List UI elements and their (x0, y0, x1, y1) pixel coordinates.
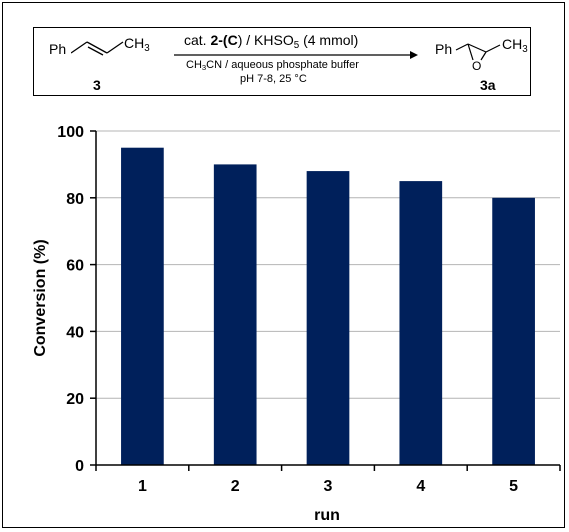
bar-run-4 (399, 181, 443, 465)
x-tick-labels: 1 2 3 4 5 (95, 465, 561, 495)
x-tick-label: 4 (416, 478, 425, 495)
y-tick-label: 100 (57, 124, 84, 141)
solvent-text: CH3CN / aqueous phosphate buffer (186, 59, 359, 73)
reaction-arrow (174, 51, 418, 59)
x-tick-label: 5 (509, 478, 518, 495)
conditions-text: pH 7-8, 25 °C (240, 73, 307, 85)
bars (121, 147, 535, 466)
x-tick-label: 1 (138, 478, 147, 495)
bar-run-1 (121, 147, 164, 465)
product-methyl: CH3 (502, 36, 528, 55)
reactant-methyl: CH3 (124, 35, 150, 54)
reaction-scheme: Ph CH3 3 cat. 2-(C) / KHSO5 (4 mmol) CH3… (33, 27, 531, 96)
reagent-text: cat. 2-(C) / KHSO5 (4 mmol) (184, 32, 359, 51)
x-tick-label: 3 (324, 478, 333, 495)
product-label: 3a (480, 77, 496, 93)
bar-run-2 (213, 164, 257, 465)
product-epoxide-ring (455, 43, 501, 61)
axes (95, 131, 560, 466)
figure-frame (2, 2, 565, 528)
reactant-label: 3 (93, 77, 101, 93)
x-tick-label: 2 (231, 478, 240, 495)
product-phenyl: Ph (435, 41, 453, 57)
y-axis-title: Conversion (%) (32, 239, 49, 356)
reactant-alkene-bond (71, 41, 124, 56)
y-tick-label: 0 (75, 458, 84, 475)
y-tick-labels: 0 20 40 60 80 100 (57, 124, 96, 475)
bar-run-3 (306, 171, 350, 465)
y-tick-label: 60 (66, 258, 84, 275)
bar-run-5 (492, 197, 535, 466)
y-tick-label: 80 (66, 191, 84, 208)
reactant-phenyl: Ph (49, 41, 67, 57)
y-tick-label: 20 (66, 391, 84, 408)
product-oxygen: O (472, 59, 482, 73)
x-axis-title: run (314, 507, 340, 524)
y-tick-label: 40 (66, 324, 84, 341)
